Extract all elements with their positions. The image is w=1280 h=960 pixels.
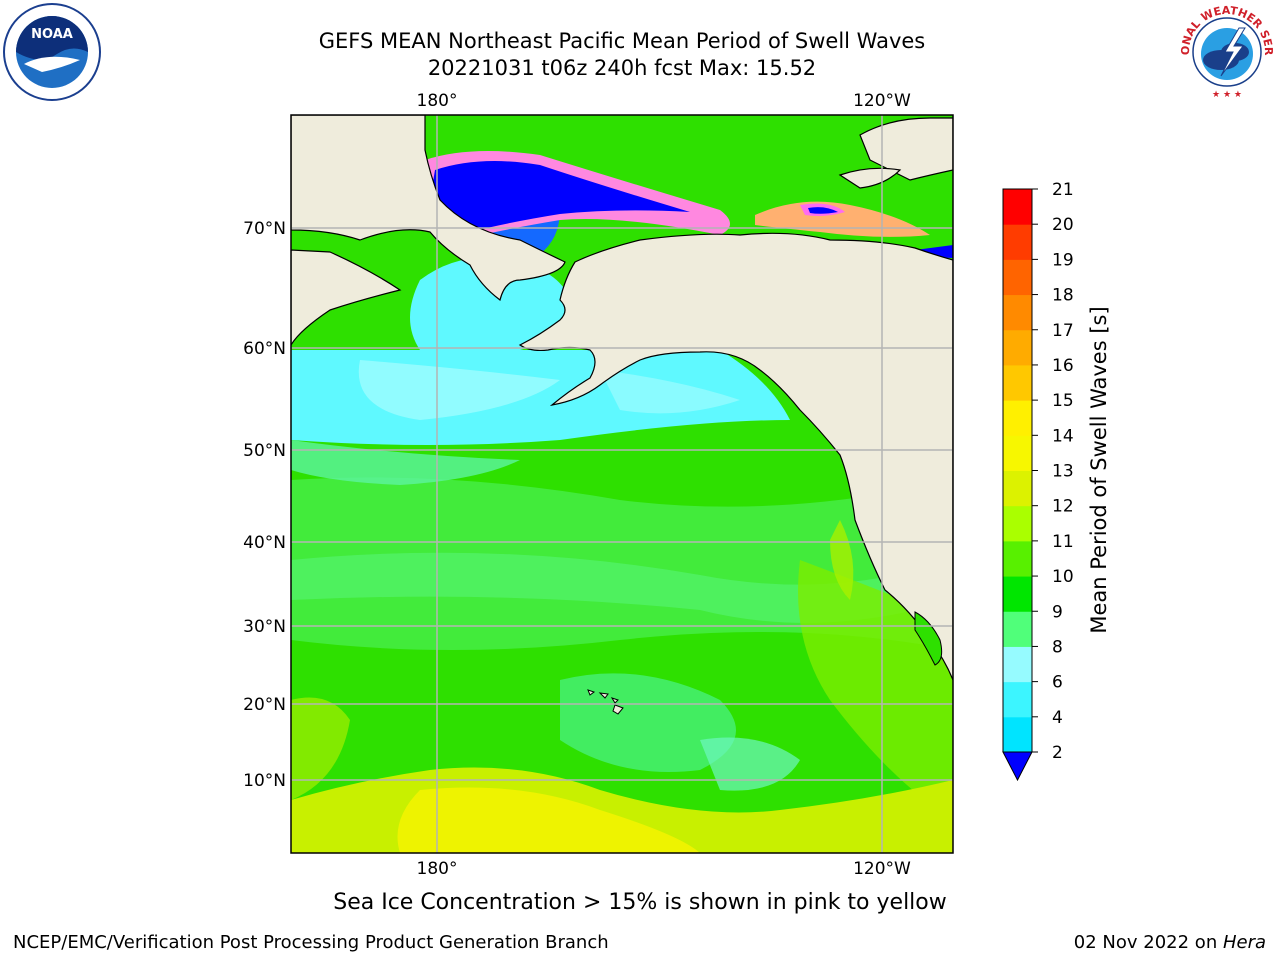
colorbar-segment [1003, 329, 1032, 366]
land-siberia [291, 115, 566, 302]
colorbar-tick-label: 14 [1052, 426, 1074, 446]
colorbar-tick-label: 10 [1052, 567, 1074, 587]
svg-text:★ ★ ★: ★ ★ ★ [1212, 90, 1242, 100]
colorbar-segment [1003, 435, 1032, 471]
land-hawaii [587, 689, 624, 715]
colorbar-segment [1003, 505, 1032, 542]
colorbar-segment [1003, 259, 1032, 296]
colorbar-tick-label: 4 [1052, 708, 1063, 728]
colorbar-tick-label: 6 [1052, 673, 1063, 693]
map-frame [290, 114, 954, 854]
colorbar: 2 4 6 8 9 10 11 12 13 14 15 16 17 18 19 20 21 [1002, 180, 1074, 782]
colorbar-segment [1003, 224, 1032, 260]
chart-subtitle: 20221031 t06z 240h fcst Max: 15.52 [427, 56, 817, 80]
colorbar-segment [1003, 294, 1032, 331]
colorbar-segment [1003, 470, 1032, 507]
colorbar-tick-label: 17 [1052, 321, 1074, 341]
colorbar-tick-label: 19 [1052, 250, 1074, 270]
colorbar-segment [1003, 716, 1032, 753]
colorbar-segment [1003, 364, 1032, 401]
colorbar-tick-label: 13 [1052, 462, 1074, 482]
colorbar-segment [1003, 646, 1032, 683]
footer-date-text: 02 Nov 2022 on [1073, 932, 1223, 953]
colorbar-tick-label: 8 [1052, 637, 1063, 657]
noaa-logo: NOAA [3, 3, 101, 101]
nws-logo: NATIONAL WEATHER SERVICE ★ ★ ★ [1176, 2, 1275, 100]
lat-tick-60n: 60°N [243, 339, 286, 359]
footer-credit: NCEP/EMC/Verification Post Processing Pr… [13, 932, 609, 953]
period-band-15s-south [397, 787, 700, 853]
colorbar-segment [1003, 400, 1032, 436]
land-kamchatka [291, 249, 402, 347]
graticule [291, 115, 953, 853]
lat-tick-70n: 70°N [243, 219, 286, 239]
lat-tick-50n: 50°N [243, 441, 286, 461]
lat-tick-40n: 40°N [243, 533, 286, 553]
colorbar-tick-label: 21 [1052, 180, 1074, 200]
colorbar-tick-label: 2 [1052, 743, 1063, 763]
chart-title: GEFS MEAN Northeast Pacific Mean Period … [318, 29, 926, 53]
colorbar-tick-label: 15 [1052, 391, 1074, 411]
lat-tick-20n: 20°N [243, 695, 286, 715]
colorbar-tick-label: 9 [1052, 602, 1063, 622]
colorbar-underflow [1002, 751, 1033, 782]
colorbar-segment [1003, 681, 1032, 718]
lon-tick-top-180: 180° [417, 91, 458, 111]
colorbar-segment [1003, 189, 1032, 225]
colorbar-segment [1003, 576, 1032, 612]
colorbar-tick-label: 18 [1052, 286, 1074, 306]
colorbar-tick-label: 20 [1052, 215, 1074, 235]
lat-tick-10n: 10°N [243, 771, 286, 791]
low-period-arctic [430, 161, 690, 232]
footer-date: 02 Nov 2022 on Hera [1074, 932, 1266, 953]
colorbar-segment [1003, 540, 1032, 577]
colorbar-label: Mean Period of Swell Waves [s] [1087, 306, 1111, 633]
colorbar-tick-label: 12 [1052, 497, 1074, 517]
lon-tick-bottom-180: 180° [417, 859, 458, 879]
noaa-logo-text: NOAA [31, 27, 73, 42]
lon-tick-top-120w: 120°W [853, 91, 911, 111]
lat-tick-30n: 30°N [243, 617, 286, 637]
footer-machine: Hera [1222, 932, 1266, 953]
colorbar-tick-label: 16 [1052, 356, 1074, 376]
colorbar-segment [1003, 611, 1032, 647]
land-north-america [518, 232, 953, 681]
period-band-12s-east [798, 560, 953, 820]
colorbar-tick-label: 11 [1052, 532, 1074, 552]
sea-ice-note: Sea Ice Concentration > 15% is shown in … [333, 890, 947, 915]
lon-tick-bottom-120w: 120°W [853, 859, 911, 879]
